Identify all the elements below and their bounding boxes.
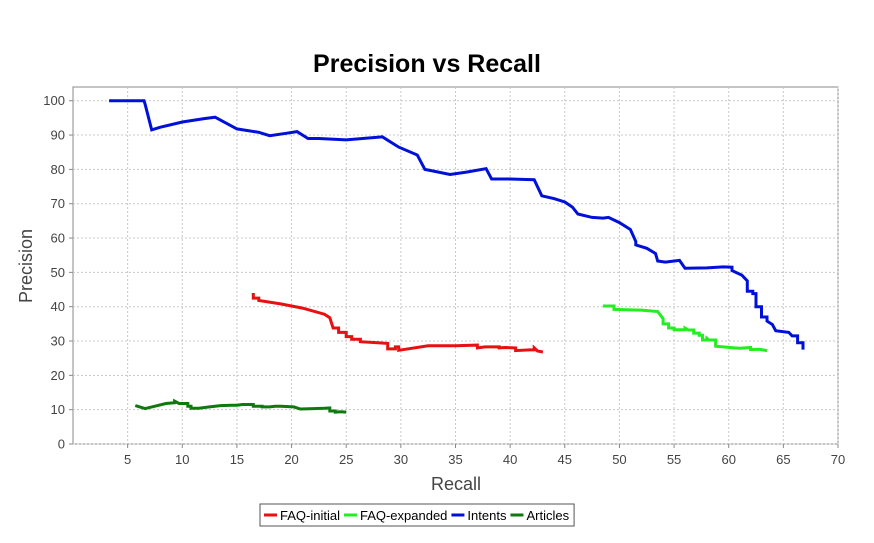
y-tick-label: 100 (43, 93, 65, 108)
series-line-articles (134, 398, 347, 414)
y-tick-label: 40 (51, 299, 65, 314)
legend: FAQ-initial FAQ-expanded Intents Articles (259, 503, 575, 527)
legend-box (259, 503, 575, 527)
chart-title: Precision vs Recall (313, 50, 541, 78)
x-tick-label: 45 (558, 452, 572, 467)
y-tick-label: 20 (51, 368, 65, 383)
legend-label: Articles (526, 508, 569, 523)
y-tick-label: 80 (51, 162, 65, 177)
x-tick-label: 55 (667, 452, 681, 467)
x-tick-label: 60 (721, 452, 735, 467)
x-tick-label: 20 (284, 452, 298, 467)
legend-label: FAQ-expanded (360, 508, 447, 523)
y-axis-ticks: 0 10 20 30 40 50 60 70 80 90 100 (43, 93, 73, 452)
x-tick-label: 35 (448, 452, 462, 467)
legend-label: Intents (467, 508, 507, 523)
x-tick-label: 15 (230, 452, 244, 467)
y-tick-label: 50 (51, 265, 65, 280)
y-tick-label: 0 (58, 437, 65, 452)
y-tick-label: 70 (51, 196, 65, 211)
x-tick-label: 10 (175, 452, 189, 467)
x-tick-label: 70 (831, 452, 845, 467)
y-tick-label: 60 (51, 231, 65, 246)
y-tick-label: 90 (51, 128, 65, 143)
x-tick-label: 65 (776, 452, 790, 467)
x-tick-label: 40 (503, 452, 517, 467)
series-line-faq-expanded (603, 304, 768, 353)
x-tick-label: 25 (339, 452, 353, 467)
series-line-intents (109, 99, 805, 350)
x-axis-ticks: 5 10 15 20 25 30 35 40 45 50 55 60 65 70 (124, 444, 845, 467)
x-tick-label: 5 (124, 452, 131, 467)
legend-label: FAQ-initial (280, 508, 340, 523)
x-axis-label: Recall (431, 474, 481, 494)
x-tick-label: 30 (394, 452, 408, 467)
series-line-faq-initial (251, 293, 544, 354)
y-tick-label: 30 (51, 334, 65, 349)
y-tick-label: 10 (51, 402, 65, 417)
series-lines (109, 99, 805, 414)
y-axis-label: Precision (16, 229, 36, 303)
x-tick-label: 50 (612, 452, 626, 467)
